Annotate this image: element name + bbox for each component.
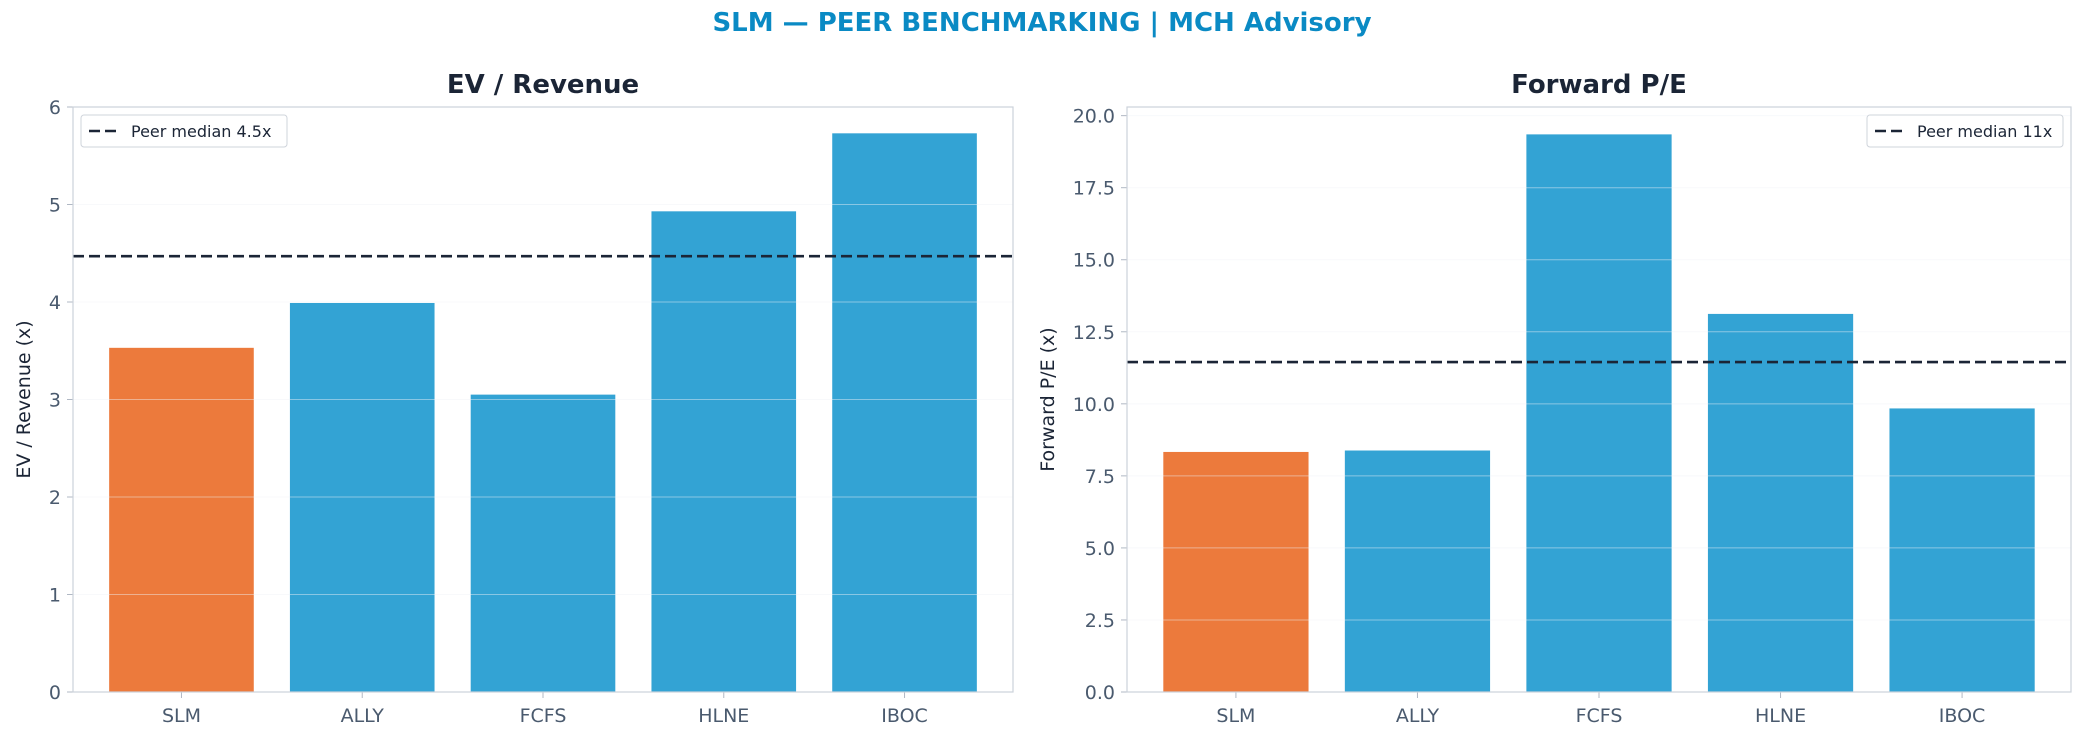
y-tick-label: 1 [49,585,61,607]
y-tick-label: 15.0 [1073,250,1115,272]
y-tick-label: 2 [49,487,61,509]
bar-slm [1163,451,1309,692]
x-tick-label: IBOC [881,705,928,727]
bar-hlne [1707,313,1854,692]
legend-box [80,114,288,148]
legend-label: Peer median 4.5x [131,122,271,141]
x-tick-label: FCFS [520,705,567,727]
x-tick-label: HLNE [1755,705,1806,727]
bar-iboc [832,133,977,692]
y-axis-label: EV / Revenue (x) [13,320,35,478]
x-tick-label: IBOC [1939,705,1986,727]
legend-label: Peer median 11x [1917,122,2052,141]
x-tick-label: ALLY [1396,705,1440,727]
y-tick-label: 7.5 [1085,466,1115,488]
x-tick-label: SLM [162,705,201,727]
figure-title: SLM — PEER BENCHMARKING | MCH Advisory [712,8,1372,38]
y-tick-label: 0.0 [1085,682,1115,704]
y-tick-label: 3 [49,390,61,412]
panel-2-title: Forward P/E [1511,70,1687,100]
y-tick-label: 20.0 [1073,106,1115,128]
x-tick-label: HLNE [698,705,749,727]
bar-ally [289,302,435,692]
y-tick-label: 17.5 [1073,178,1115,200]
y-tick-label: 5.0 [1085,538,1115,560]
legend-box [1866,114,2064,148]
y-tick-label: 12.5 [1073,322,1115,344]
y-tick-label: 4 [49,292,61,314]
bar-fcfs [1526,134,1672,693]
y-tick-label: 6 [49,97,61,119]
bar-fcfs [470,394,616,692]
x-tick-label: SLM [1216,705,1255,727]
x-tick-label: FCFS [1576,705,1623,727]
y-tick-label: 5 [49,195,61,217]
bar-iboc [1889,408,2035,692]
plot-frame [1126,106,2072,693]
y-tick-label: 2.5 [1085,610,1115,632]
y-axis-label: Forward P/E (x) [1037,327,1059,471]
panel-1-title: EV / Revenue [447,70,639,100]
bar-hlne [651,211,797,692]
y-tick-label: 10.0 [1073,394,1115,416]
y-tick-label: 0 [49,682,61,704]
bar-ally [1344,450,1491,692]
bar-slm [109,347,254,692]
plot-frame [72,106,1014,693]
x-tick-label: ALLY [341,705,385,727]
